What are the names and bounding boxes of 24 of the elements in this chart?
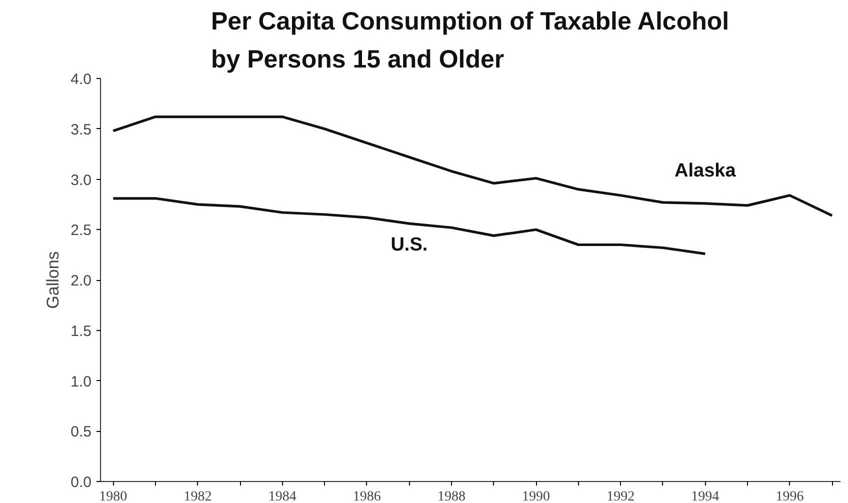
y-tick-label: 1.5	[70, 322, 92, 340]
y-tick-label: 4.0	[70, 71, 92, 88]
y-tick-label: 2.0	[70, 272, 92, 290]
y-tick-label: 3.0	[70, 172, 92, 189]
x-tick-label: 1980	[99, 490, 128, 503]
x-tick-label: 1990	[522, 490, 550, 503]
line-series	[112, 115, 834, 217]
x-tick-label: 1982	[184, 490, 212, 503]
x-tick-label: 1992	[606, 490, 635, 503]
x-tick-label: 1988	[437, 490, 466, 503]
y-tick-label: 3.5	[70, 121, 92, 138]
chart-title: Per Capita Consumption of Taxable Alcohol by Persons 15 and Older	[210, 8, 730, 74]
x-tick-label: 1986	[352, 490, 381, 503]
x-tick-label: 1984	[268, 490, 296, 503]
y-tick-label: 1.0	[70, 373, 92, 390]
y-tick-label: 2.5	[70, 222, 92, 240]
x-tick-label: 1996	[776, 490, 804, 503]
y-tick-label: 0.0	[70, 474, 92, 491]
x-tick-label: 1994	[691, 490, 720, 503]
y-axis-title: Gallons	[44, 251, 63, 309]
line-series	[112, 197, 706, 256]
series-label: Alaska	[674, 160, 736, 182]
y-tick-label: 0.5	[70, 424, 92, 441]
series-label: U.S.	[390, 234, 428, 256]
